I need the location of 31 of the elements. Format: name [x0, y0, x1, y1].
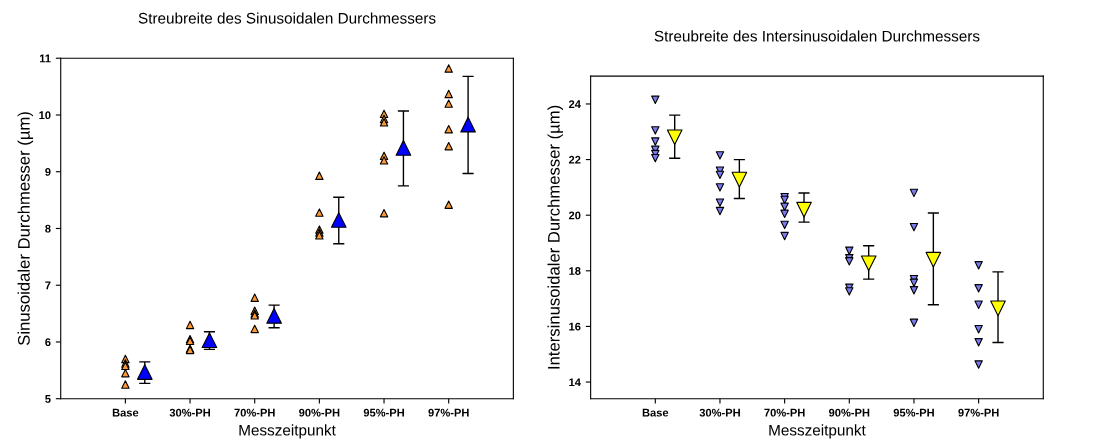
y-axis-title: Intersinusoidaler Durchmesser (µm) — [547, 105, 563, 369]
x-tick-label: 70%-PH — [234, 408, 275, 417]
y-tick-label: 9 — [45, 168, 51, 176]
y-tick-label: 6 — [45, 338, 51, 347]
y-tick-label: 20 — [568, 211, 581, 220]
x-tick-label: Base — [112, 408, 139, 417]
y-tick-label: 18 — [569, 267, 581, 275]
y-tick-label: 24 — [568, 100, 581, 108]
x-tick-label: 97%-PH — [428, 408, 469, 417]
chart-title: Streubreite des Sinusoidalen Durchmessers — [138, 12, 436, 24]
x-axis-title: Messzeitpunkt — [239, 424, 336, 439]
y-tick-label: 16 — [569, 322, 581, 331]
x-tick-label: 90%-PH — [299, 408, 340, 417]
y-axis-title: Sinusoidaler Durchmesser (µm) — [17, 112, 34, 346]
x-tick-label: 95%-PH — [893, 408, 934, 417]
y-tick-label: 8 — [45, 224, 51, 233]
y-tick-label: 11 — [39, 54, 51, 63]
x-tick-label: 30%-PH — [169, 408, 210, 417]
x-tick-label: 97%-PH — [958, 408, 999, 417]
x-tick-label: Base — [642, 408, 669, 417]
chart-title: Streubreite des Intersinusoidalen Durchmessers — [654, 30, 980, 42]
y-tick-label: 14 — [569, 378, 581, 387]
y-tick-label: 5 — [45, 395, 51, 403]
y-tick-label: 7 — [45, 281, 51, 290]
x-tick-label: 30%-PH — [699, 408, 740, 417]
x-tick-label: 95%-PH — [363, 408, 404, 417]
y-tick-label: 10 — [39, 111, 51, 120]
y-tick-label: 22 — [568, 155, 581, 164]
x-axis-title: Messzeitpunkt — [769, 424, 866, 439]
x-tick-label: 70%-PH — [764, 408, 805, 417]
x-tick-label: 90%-PH — [828, 408, 870, 417]
